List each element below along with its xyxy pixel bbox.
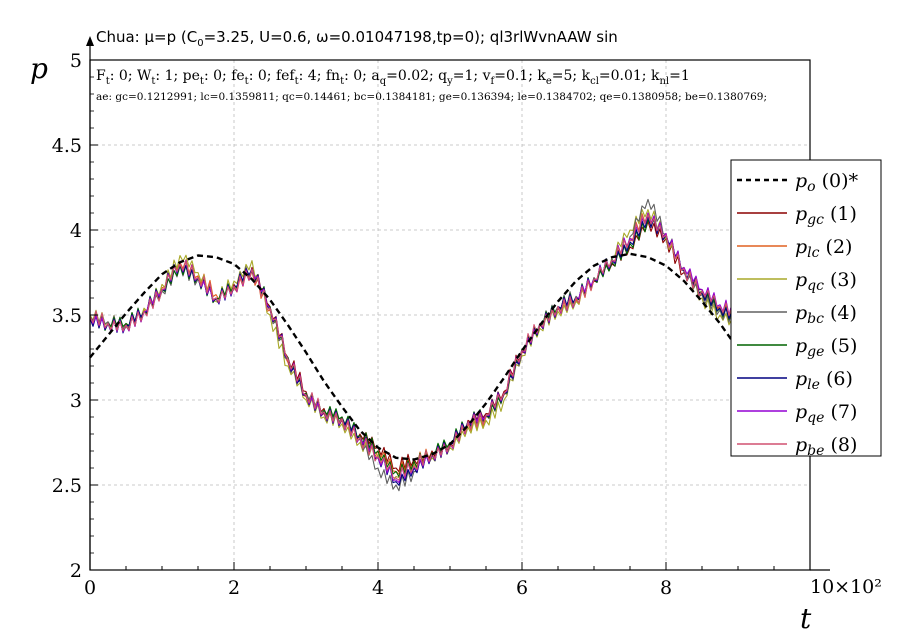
legend-label: ple (6) [795, 368, 853, 393]
chart-title: Chua: μ=p (C0=3.25, U=0.6, ω=0.01047198,… [96, 28, 618, 49]
legend-box [730, 159, 882, 457]
ticks [89, 59, 775, 571]
legend-label: po (0)* [795, 170, 859, 195]
legend-label: pgc (1) [795, 203, 857, 228]
series-layer [89, 198, 739, 492]
y-tick-label: 4.5 [52, 135, 82, 157]
y-tick-label: 3 [70, 390, 82, 412]
y-tick-label: 2 [70, 560, 82, 582]
x-tick-label: 4 [372, 577, 384, 599]
series-line-qc [89, 208, 739, 482]
x-axis-label: t [800, 602, 812, 633]
x-tick-label: 6 [516, 577, 528, 599]
y-axis-arrow-icon [86, 36, 94, 46]
series-line-o [89, 252, 739, 461]
info-line-parameters: Ft: 0; Wt: 1; pet: 0; fet: 0; feft: 4; f… [96, 68, 690, 87]
legend-label: pge (5) [795, 335, 857, 360]
tick-labels: 0 2 4 6 822.533.544.55 [52, 50, 672, 599]
y-axis-label: p [30, 52, 48, 85]
series-line-be [89, 214, 739, 481]
legend: po (0)* pgc (1) plc (2) pqc (3) pbc (4) pge (… [730, 159, 882, 459]
grid [90, 60, 810, 570]
legend-label: pbc (4) [795, 302, 857, 327]
legend-label: pqe (7) [795, 401, 857, 426]
y-tick-label: 4 [70, 220, 82, 242]
x-tick-label: 2 [228, 577, 240, 599]
legend-label: pbe (8) [795, 434, 857, 459]
x-tick-label: 8 [660, 577, 672, 599]
x-tick-label: 0 [84, 577, 96, 599]
y-tick-label: 2.5 [52, 475, 82, 497]
y-tick-label: 3.5 [52, 305, 82, 327]
info-line-errors: ae: gc=0.1212991; lc=0.1359811; qc=0.144… [96, 91, 767, 103]
legend-label: plc (2) [795, 236, 852, 261]
y-tick-label: 5 [70, 50, 82, 72]
x-axis-multiplier: 10×10² [810, 576, 882, 598]
legend-label: pqc (3) [795, 269, 857, 294]
